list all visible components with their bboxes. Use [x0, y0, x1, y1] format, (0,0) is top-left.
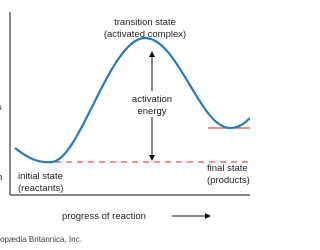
label: (products) [207, 175, 250, 186]
page: transition state (activated complex) act… [0, 12, 250, 244]
label: (activated complex) [104, 29, 186, 40]
label-backdrop [124, 91, 180, 117]
credit: opædia Britannica, Inc. [0, 235, 82, 244]
label: activation [132, 94, 172, 105]
label: energy [137, 106, 166, 117]
x-axis-label: progress of reaction [62, 211, 146, 222]
label: transition state [114, 17, 176, 28]
energy-curve [14, 36, 250, 164]
label: n [0, 172, 2, 183]
label: initial state [18, 171, 63, 182]
label: (reactants) [18, 183, 63, 194]
label: s [0, 102, 2, 113]
label: final state [207, 163, 248, 174]
energy-diagram: transition state (activated complex) act… [0, 12, 250, 244]
